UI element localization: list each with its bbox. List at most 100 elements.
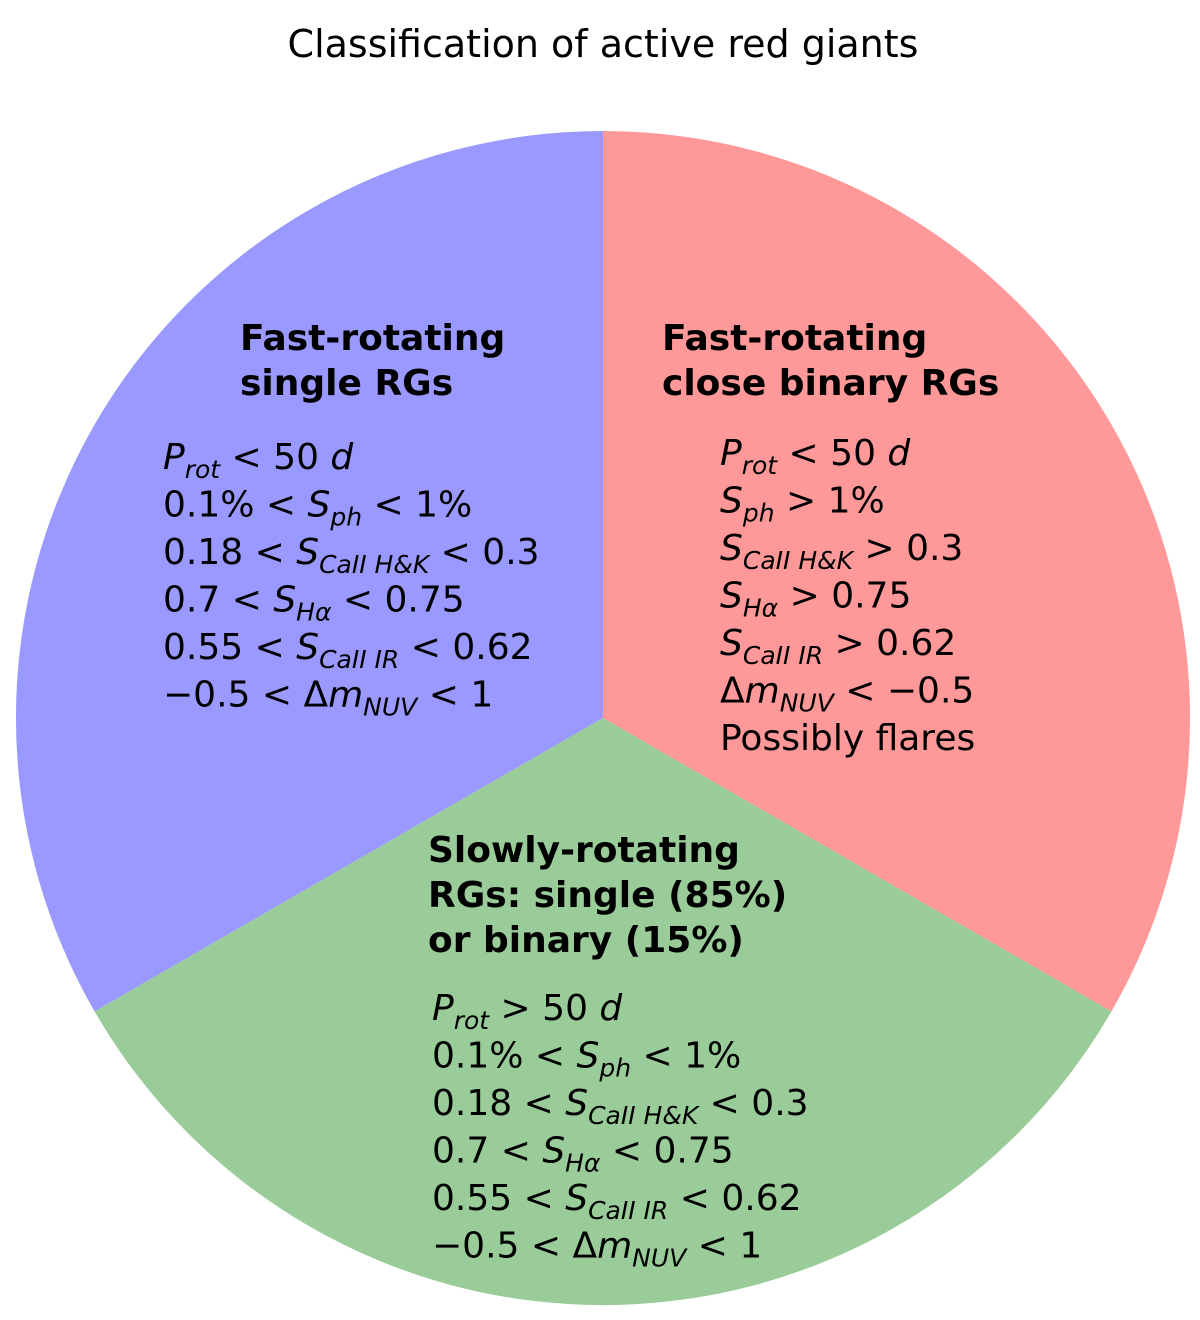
text-segment: > 1%	[775, 481, 885, 522]
text-segment: < 1	[417, 675, 493, 716]
math-subscript: rot	[742, 451, 779, 480]
criterion: SCaII H&K > 0.3	[720, 528, 963, 575]
math-variable: P	[720, 433, 742, 474]
math-subscript: Hα	[743, 594, 779, 623]
criterion: 0.55 < SCaII IR < 0.62	[432, 1178, 802, 1225]
math-variable: P	[432, 988, 454, 1029]
math-variable: d	[330, 437, 354, 478]
criterion: Prot > 50 d	[432, 988, 623, 1035]
math-variable: S	[273, 580, 296, 621]
math-variable: S	[720, 528, 743, 569]
text-segment: < 1%	[631, 1036, 741, 1077]
math-subscript: CaII H&K	[588, 1101, 701, 1130]
text-segment: 0.18 <	[163, 532, 296, 573]
math-subscript: CaII IR	[743, 641, 823, 670]
criterion: 0.1% < Sph < 1%	[432, 1036, 741, 1083]
math-subscript: rot	[185, 455, 222, 484]
math-variable: S	[308, 485, 331, 526]
math-subscript: CaII H&K	[319, 550, 432, 579]
math-subscript: CaII IR	[319, 645, 399, 674]
criterion: 0.55 < SCaII IR < 0.62	[163, 627, 533, 674]
text-segment: > 0.62	[823, 623, 956, 664]
text-segment: < 0.62	[668, 1178, 801, 1219]
sector	[94, 718, 1112, 1306]
text-segment: −0.5 < Δ	[163, 675, 328, 716]
math-variable: S	[542, 1131, 565, 1172]
text-segment: < 0.75	[331, 580, 464, 621]
text-segment: Possibly flares	[720, 718, 975, 759]
criterion: Prot < 50 d	[163, 437, 354, 484]
criterion: 0.18 < SCaII H&K < 0.3	[163, 532, 540, 579]
text-segment: 0.7 <	[432, 1131, 542, 1172]
text-segment: < 0.62	[399, 627, 532, 668]
text-segment: < −0.5	[834, 671, 974, 712]
text-segment: Δ	[720, 671, 745, 712]
math-variable: d	[887, 433, 911, 474]
text-segment: 0.55 <	[163, 627, 296, 668]
text-segment: 0.55 <	[432, 1178, 565, 1219]
math-variable: m	[328, 675, 363, 716]
text-segment: < 0.3	[698, 1083, 808, 1124]
text-segment: < 0.3	[429, 532, 539, 573]
criterion: 0.1% < Sph < 1%	[163, 485, 472, 532]
criterion: 0.7 < SHα < 0.75	[163, 580, 465, 627]
criterion: Sph > 1%	[720, 481, 885, 528]
section-heading: RGs: single (85%)	[428, 875, 787, 916]
criterion: −0.5 < ΔmNUV < 1	[163, 675, 493, 722]
text-segment: > 50	[489, 988, 599, 1029]
criterion: −0.5 < ΔmNUV < 1	[432, 1226, 762, 1273]
math-subscript: Hα	[565, 1149, 601, 1178]
text-segment: < 0.75	[600, 1131, 733, 1172]
text-segment: 0.1% <	[432, 1036, 577, 1077]
math-variable: S	[720, 481, 743, 522]
criterion: SCaII IR > 0.62	[720, 623, 956, 670]
criterion: Prot < 50 d	[720, 433, 911, 480]
section-heading: Fast-rotating	[662, 318, 927, 359]
math-subscript: ph	[598, 1054, 631, 1083]
math-variable: P	[163, 437, 185, 478]
math-subscript: NUV	[363, 693, 419, 722]
section-heading: or binary (15%)	[428, 920, 744, 961]
section-heading: single RGs	[240, 363, 453, 404]
math-subscript: ph	[329, 503, 362, 532]
math-subscript: NUV	[632, 1244, 688, 1273]
math-variable: S	[720, 623, 743, 664]
math-variable: S	[565, 1178, 588, 1219]
text-segment: < 50	[777, 433, 887, 474]
math-variable: S	[577, 1036, 600, 1077]
math-variable: S	[296, 627, 319, 668]
math-variable: m	[745, 671, 780, 712]
text-segment: 0.18 <	[432, 1083, 565, 1124]
section-heading: Fast-rotating	[240, 318, 505, 359]
sector	[603, 131, 1191, 1012]
text-segment: < 1%	[362, 485, 472, 526]
title: Classification of active red giants	[288, 22, 919, 66]
math-variable: m	[597, 1226, 632, 1267]
section-heading: close binary RGs	[662, 363, 999, 404]
criterion: 0.7 < SHα < 0.75	[432, 1131, 734, 1178]
math-variable: d	[599, 988, 623, 1029]
text-segment: 0.7 <	[163, 580, 273, 621]
math-subscript: ph	[742, 499, 775, 528]
text-segment: < 1	[686, 1226, 762, 1267]
sector	[15, 131, 604, 1012]
criterion: SHα > 0.75	[720, 576, 911, 623]
criterion: Possibly flares	[720, 718, 975, 759]
math-subscript: Hα	[296, 598, 332, 627]
math-subscript: CaII H&K	[743, 546, 856, 575]
text-segment: > 0.3	[853, 528, 963, 569]
math-variable: S	[565, 1083, 588, 1124]
text-segment: −0.5 < Δ	[432, 1226, 597, 1267]
section-heading: Slowly-rotating	[428, 830, 740, 871]
criterion: 0.18 < SCaII H&K < 0.3	[432, 1083, 809, 1130]
math-subscript: CaII IR	[588, 1196, 668, 1225]
math-variable: S	[720, 576, 743, 617]
text-segment: 0.1% <	[163, 485, 308, 526]
text-segment: < 50	[220, 437, 330, 478]
math-subscript: NUV	[780, 689, 836, 718]
math-variable: S	[296, 532, 319, 573]
criterion: ΔmNUV < −0.5	[720, 671, 974, 718]
text-segment: > 0.75	[778, 576, 911, 617]
math-subscript: rot	[454, 1006, 491, 1035]
